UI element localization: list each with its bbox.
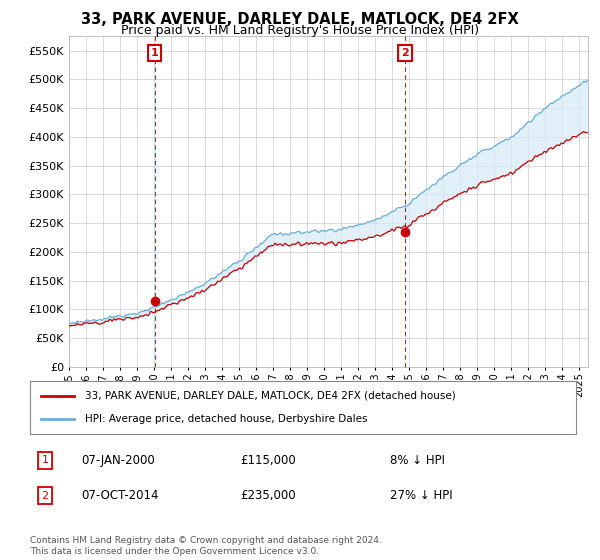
Text: £235,000: £235,000: [240, 489, 296, 502]
Text: 07-JAN-2000: 07-JAN-2000: [81, 454, 155, 467]
Text: 07-OCT-2014: 07-OCT-2014: [81, 489, 158, 502]
Text: 27% ↓ HPI: 27% ↓ HPI: [390, 489, 452, 502]
Text: 2: 2: [41, 491, 49, 501]
Text: 33, PARK AVENUE, DARLEY DALE, MATLOCK, DE4 2FX: 33, PARK AVENUE, DARLEY DALE, MATLOCK, D…: [81, 12, 519, 27]
Text: 1: 1: [41, 455, 49, 465]
Text: £115,000: £115,000: [240, 454, 296, 467]
Text: Contains HM Land Registry data © Crown copyright and database right 2024.
This d: Contains HM Land Registry data © Crown c…: [30, 536, 382, 556]
Text: 2: 2: [401, 48, 409, 58]
Text: Price paid vs. HM Land Registry's House Price Index (HPI): Price paid vs. HM Land Registry's House …: [121, 24, 479, 36]
Text: 33, PARK AVENUE, DARLEY DALE, MATLOCK, DE4 2FX (detached house): 33, PARK AVENUE, DARLEY DALE, MATLOCK, D…: [85, 391, 455, 401]
Text: 1: 1: [151, 48, 158, 58]
Text: HPI: Average price, detached house, Derbyshire Dales: HPI: Average price, detached house, Derb…: [85, 414, 367, 424]
Text: 8% ↓ HPI: 8% ↓ HPI: [390, 454, 445, 467]
